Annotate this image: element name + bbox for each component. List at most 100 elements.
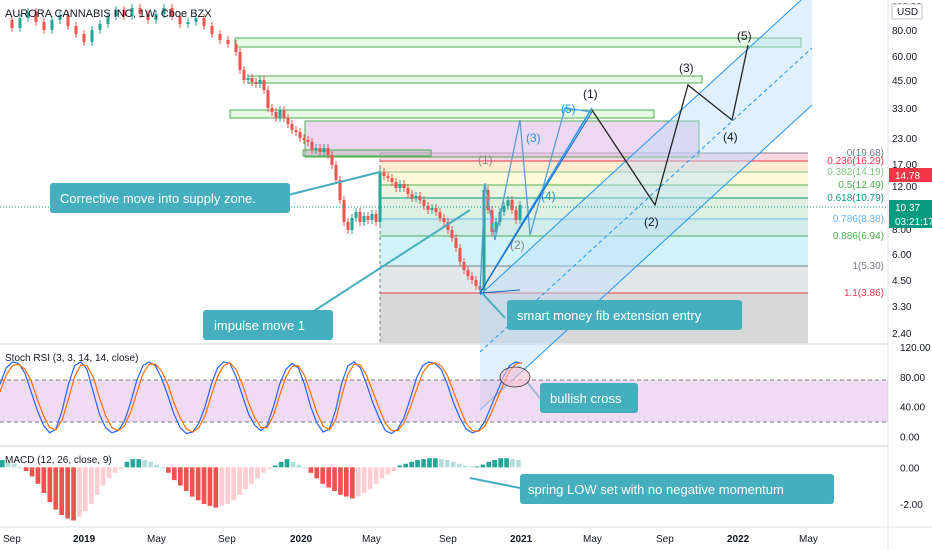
macd-bar (284, 459, 290, 468)
candle-body (246, 78, 250, 80)
callout-impulse[interactable]: impulse move 1 (203, 310, 333, 340)
time-tick: Sep (218, 534, 236, 545)
macd-bar (201, 467, 207, 504)
macd-bar (53, 467, 59, 510)
fib-level-label: 0.786(8.38) (833, 214, 884, 225)
macd-bar (326, 467, 331, 488)
supply-zones[interactable] (229, 37, 802, 158)
macd-bar (385, 467, 391, 475)
wave-count[interactable] (479, 44, 749, 294)
candle-body (446, 222, 450, 230)
candle-body (26, 12, 30, 18)
macd-bar (367, 467, 373, 490)
candle-body (438, 212, 442, 218)
macd-bar (450, 461, 456, 468)
macd-bar (77, 467, 82, 517)
price-tick: 3.30 (892, 302, 912, 313)
macd-bar (154, 464, 159, 468)
candle-body (306, 140, 310, 142)
candle-body (162, 8, 166, 14)
candle-body (406, 188, 410, 194)
candle-body (314, 148, 318, 150)
candle-body (518, 205, 522, 220)
candle-body (186, 22, 190, 24)
candle-body (130, 8, 134, 16)
time-axis[interactable]: Sep 2019 May Sep 2020 May Sep 2021 May Sep 2022 May (3, 534, 818, 545)
macd-bar (189, 467, 195, 497)
fib-level-label: 0.382(14.19) (827, 167, 884, 178)
candle-body (418, 196, 422, 200)
callout-supply[interactable]: Corrective move into supply zone. (50, 183, 290, 213)
macd-bar (23, 467, 29, 471)
macd-bar (29, 467, 35, 477)
supply-zone-2[interactable] (247, 75, 703, 84)
macd-bar (83, 467, 88, 512)
callout-spring-low[interactable]: spring LOW set with no negative momentum (520, 474, 834, 504)
macd-axis: 0.00 -2.00 (900, 463, 923, 511)
macd-bar (219, 467, 225, 506)
macd-bar (11, 463, 17, 468)
candle-body (502, 206, 506, 212)
candle-body (202, 18, 206, 26)
candle-body (434, 208, 438, 212)
macd-tick: -2.00 (900, 500, 923, 511)
price-badge (889, 214, 932, 228)
macd-bar (344, 467, 349, 497)
candle-body (262, 80, 266, 90)
fib-level-label: 0.5(12.49) (838, 180, 884, 191)
price-tick: 6.00 (892, 250, 912, 261)
candle-body (386, 176, 390, 178)
macd-bar (237, 467, 242, 495)
macd-bar (124, 461, 130, 468)
candle-body (322, 148, 326, 152)
bullish-cross-marker[interactable] (499, 366, 531, 388)
supply-zone-4[interactable] (304, 120, 700, 158)
macd-bar (166, 467, 171, 473)
fib-level-label: 0(19.68) (847, 148, 884, 159)
supply-zone-1[interactable] (234, 37, 802, 48)
time-tick: May (362, 534, 381, 545)
candle-body (350, 218, 354, 230)
macd-bar (278, 461, 284, 468)
macd-bar (0, 460, 5, 468)
price-badges: 14.78 10.37 03:21:17 (889, 168, 932, 228)
candle-body (390, 178, 394, 182)
candle-body (154, 14, 158, 20)
supply-zone-5[interactable] (302, 149, 432, 157)
callout-smart-money[interactable]: smart money fib extension entry (507, 300, 742, 330)
price-tick: 8.00 (892, 225, 912, 236)
candle-body (458, 248, 462, 262)
candle-body (494, 222, 498, 232)
rsi-series-D (0, 361, 523, 433)
candle-body (254, 82, 258, 84)
candle-body (506, 200, 510, 206)
macd-bar (462, 465, 468, 468)
price-tick: 12.00 (892, 182, 917, 193)
macd-bar (355, 467, 361, 497)
candle-body (470, 276, 474, 280)
candle-body (410, 194, 414, 198)
candle-body (422, 200, 426, 206)
macd-bar (17, 467, 23, 469)
currency-label[interactable]: USD (897, 7, 918, 18)
callout-bullish-cross[interactable]: bullish cross (540, 383, 638, 413)
candle-body (442, 218, 446, 222)
macd-histogram (0, 458, 521, 521)
price-badge-text: 03:21:17 (895, 217, 932, 228)
macd-bar (403, 463, 409, 468)
stoch-rsi-panel[interactable] (0, 361, 888, 435)
macd-bar (272, 465, 278, 468)
projection-wave-path (591, 44, 749, 207)
candle-body (358, 212, 362, 222)
macd-bar (266, 467, 272, 470)
macd-bar (195, 467, 201, 501)
macd-bar (350, 467, 355, 499)
macd-bar (130, 459, 136, 468)
candle-body (106, 16, 110, 24)
supply-zone-3[interactable] (229, 109, 655, 119)
price-tick: 23.00 (892, 134, 917, 145)
candle-body (74, 26, 78, 34)
time-tick: 2021 (510, 534, 533, 545)
wave-label-proj-1: (1) (583, 87, 598, 101)
